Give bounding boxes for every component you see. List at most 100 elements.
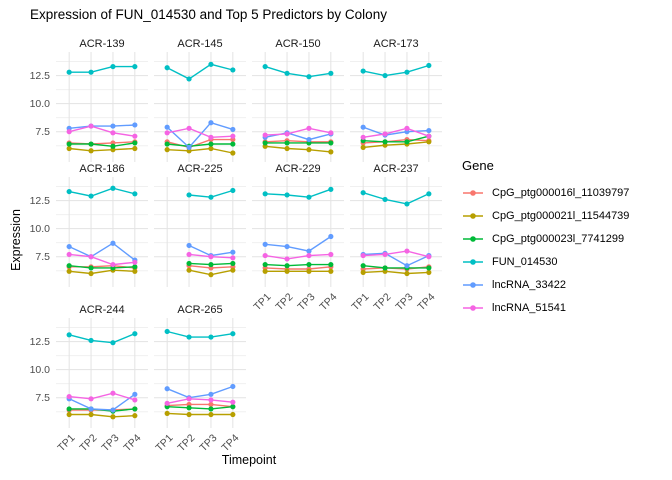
facet-strip-label: ACR-244 [79,304,125,316]
series-point-FUN_014530 [88,69,94,75]
series-point-CpG_ptg000021l_11544739 [132,268,138,274]
series-point-CpG_ptg000023l_7741299 [328,261,334,268]
legend-key-icon [463,212,483,219]
legend: Gene CpG_ptg000016l_11039797 CpG_ptg00002… [462,158,629,319]
series-point-CpG_ptg000023l_7741299 [208,141,214,147]
series-point-lncRNA_33422 [186,242,192,249]
series-line-CpG_ptg000021l_11544739 [69,269,135,275]
series-point-CpG_ptg000023l_7741299 [208,261,214,268]
series-point-FUN_014530 [164,65,170,71]
series-point-FUN_014530 [328,70,334,76]
legend-item-label: CpG_ptg000023l_7741299 [492,232,625,245]
series-line-CpG_ptg000023l_7741299 [167,406,233,410]
legend-item-label: FUN_014530 [492,255,558,268]
series-line-lncRNA_51541 [69,392,136,401]
series-line-lncRNA_51541 [265,253,331,260]
series-point-lncRNA_33422 [230,383,236,390]
series-point-lncRNA_51541 [382,251,388,258]
series-point-FUN_014530 [208,61,214,67]
series-point-CpG_ptg000023l_7741299 [110,143,116,149]
facet-strip-label: ACR-265 [177,304,223,316]
series-point-FUN_014530 [110,185,116,191]
series-point-lncRNA_33422 [306,248,312,254]
series-point-lncRNA_33422 [360,124,366,130]
series-point-FUN_014530 [262,191,268,197]
series-point-lncRNA_33422 [208,391,214,397]
legend-item-lncRNA_33422: lncRNA_33422 [462,273,629,296]
series-point-lncRNA_51541 [164,400,170,406]
series-point-lncRNA_33422 [328,233,334,240]
series-point-CpG_ptg000023l_7741299 [208,406,214,412]
series-line-FUN_014530 [362,192,430,205]
series-point-lncRNA_33422 [306,136,312,143]
legend-title: Gene [462,158,494,173]
series-point-FUN_014530 [230,331,236,337]
series-point-FUN_014530 [186,334,192,340]
series-point-CpG_ptg000021l_11544739 [262,268,268,274]
series-point-CpG_ptg000021l_11544739 [230,150,236,156]
series-point-FUN_014530 [328,186,334,192]
facet-panel [56,318,148,428]
series-point-FUN_014530 [164,328,170,335]
series-line-FUN_014530 [166,63,233,80]
legend-item-FUN_014530: FUN_014530 [462,250,629,273]
y-tick-label: 10.0 [29,222,50,235]
series-point-CpG_ptg000021l_11544739 [186,411,192,418]
legend-key-icon [463,304,483,311]
series-point-FUN_014530 [230,187,236,194]
series-point-CpG_ptg000021l_11544739 [164,410,170,417]
series-point-FUN_014530 [208,194,214,200]
series-point-CpG_ptg000021l_11544739 [66,268,72,274]
y-tick-label: 7.5 [35,391,50,404]
series-point-lncRNA_33422 [88,406,94,412]
series-point-lncRNA_51541 [66,393,72,400]
series-line-CpG_ptg000021l_11544739 [167,412,233,416]
series-point-FUN_014530 [284,70,290,76]
series-point-lncRNA_33422 [110,123,116,129]
facet-ACR-139: ACR-139 [56,38,148,162]
x-tick-label: TP3 [393,291,416,314]
y-tick-label: 7.5 [35,125,50,138]
series-point-lncRNA_51541 [426,133,432,139]
legend-key-icon [463,258,483,265]
legend-key-icon [463,281,483,288]
series-point-CpG_ptg000021l_11544739 [164,147,170,153]
series-line-lncRNA_33422 [363,252,430,267]
series-point-CpG_ptg000023l_7741299 [66,263,72,269]
series-point-FUN_014530 [66,332,72,338]
series-line-FUN_014530 [264,65,331,78]
facet-strip-label: ACR-173 [373,38,419,50]
series-point-CpG_ptg000016l_11039797 [208,401,214,408]
series-line-CpG_ptg000021l_11544739 [167,147,233,154]
legend-key-icon [463,235,483,242]
series-point-CpG_ptg000021l_11544739 [328,149,334,155]
series-point-CpG_ptg000023l_7741299 [230,260,236,267]
series-point-CpG_ptg000023l_7741299 [88,265,94,271]
series-point-lncRNA_51541 [426,254,432,260]
facet-panel [56,177,148,287]
series-point-lncRNA_51541 [186,251,192,258]
series-point-FUN_014530 [360,68,366,74]
series-line-lncRNA_33422 [166,385,234,399]
series-point-CpG_ptg000023l_7741299 [88,141,94,147]
series-line-CpG_ptg000016l_11039797 [265,139,331,143]
series-point-CpG_ptg000023l_7741299 [186,405,192,411]
series-point-lncRNA_33422 [230,126,236,133]
facet-panel [154,318,246,428]
series-point-FUN_014530 [88,337,94,344]
series-line-CpG_ptg000023l_7741299 [69,265,135,269]
series-point-CpG_ptg000021l_11544739 [284,145,290,152]
series-line-CpG_ptg000021l_11544739 [363,270,429,275]
series-point-lncRNA_33422 [110,407,116,413]
series-point-lncRNA_51541 [262,132,268,138]
series-point-lncRNA_51541 [132,133,138,139]
series-point-FUN_014530 [110,340,116,346]
series-point-lncRNA_51541 [132,259,138,265]
series-point-lncRNA_51541 [328,130,334,136]
series-line-lncRNA_51541 [363,127,430,138]
x-tick-label: TP1 [349,291,372,314]
series-line-CpG_ptg000016l_11039797 [265,266,331,270]
series-point-lncRNA_33422 [132,122,138,128]
series-point-CpG_ptg000023l_7741299 [66,141,72,147]
